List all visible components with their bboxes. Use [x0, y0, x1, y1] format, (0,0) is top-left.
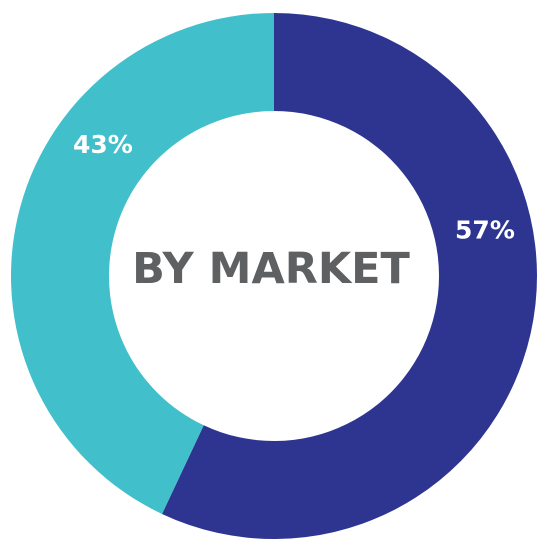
donut-slices: [10, 13, 537, 539]
slice-label-57: 57%: [455, 216, 515, 245]
slice-labels: 57% 43%: [73, 130, 515, 244]
donut-slice-57: [162, 13, 537, 539]
slice-label-43: 43%: [73, 130, 133, 159]
donut-slice-43: [10, 13, 274, 514]
chart-title: BY MARKET: [132, 244, 410, 294]
